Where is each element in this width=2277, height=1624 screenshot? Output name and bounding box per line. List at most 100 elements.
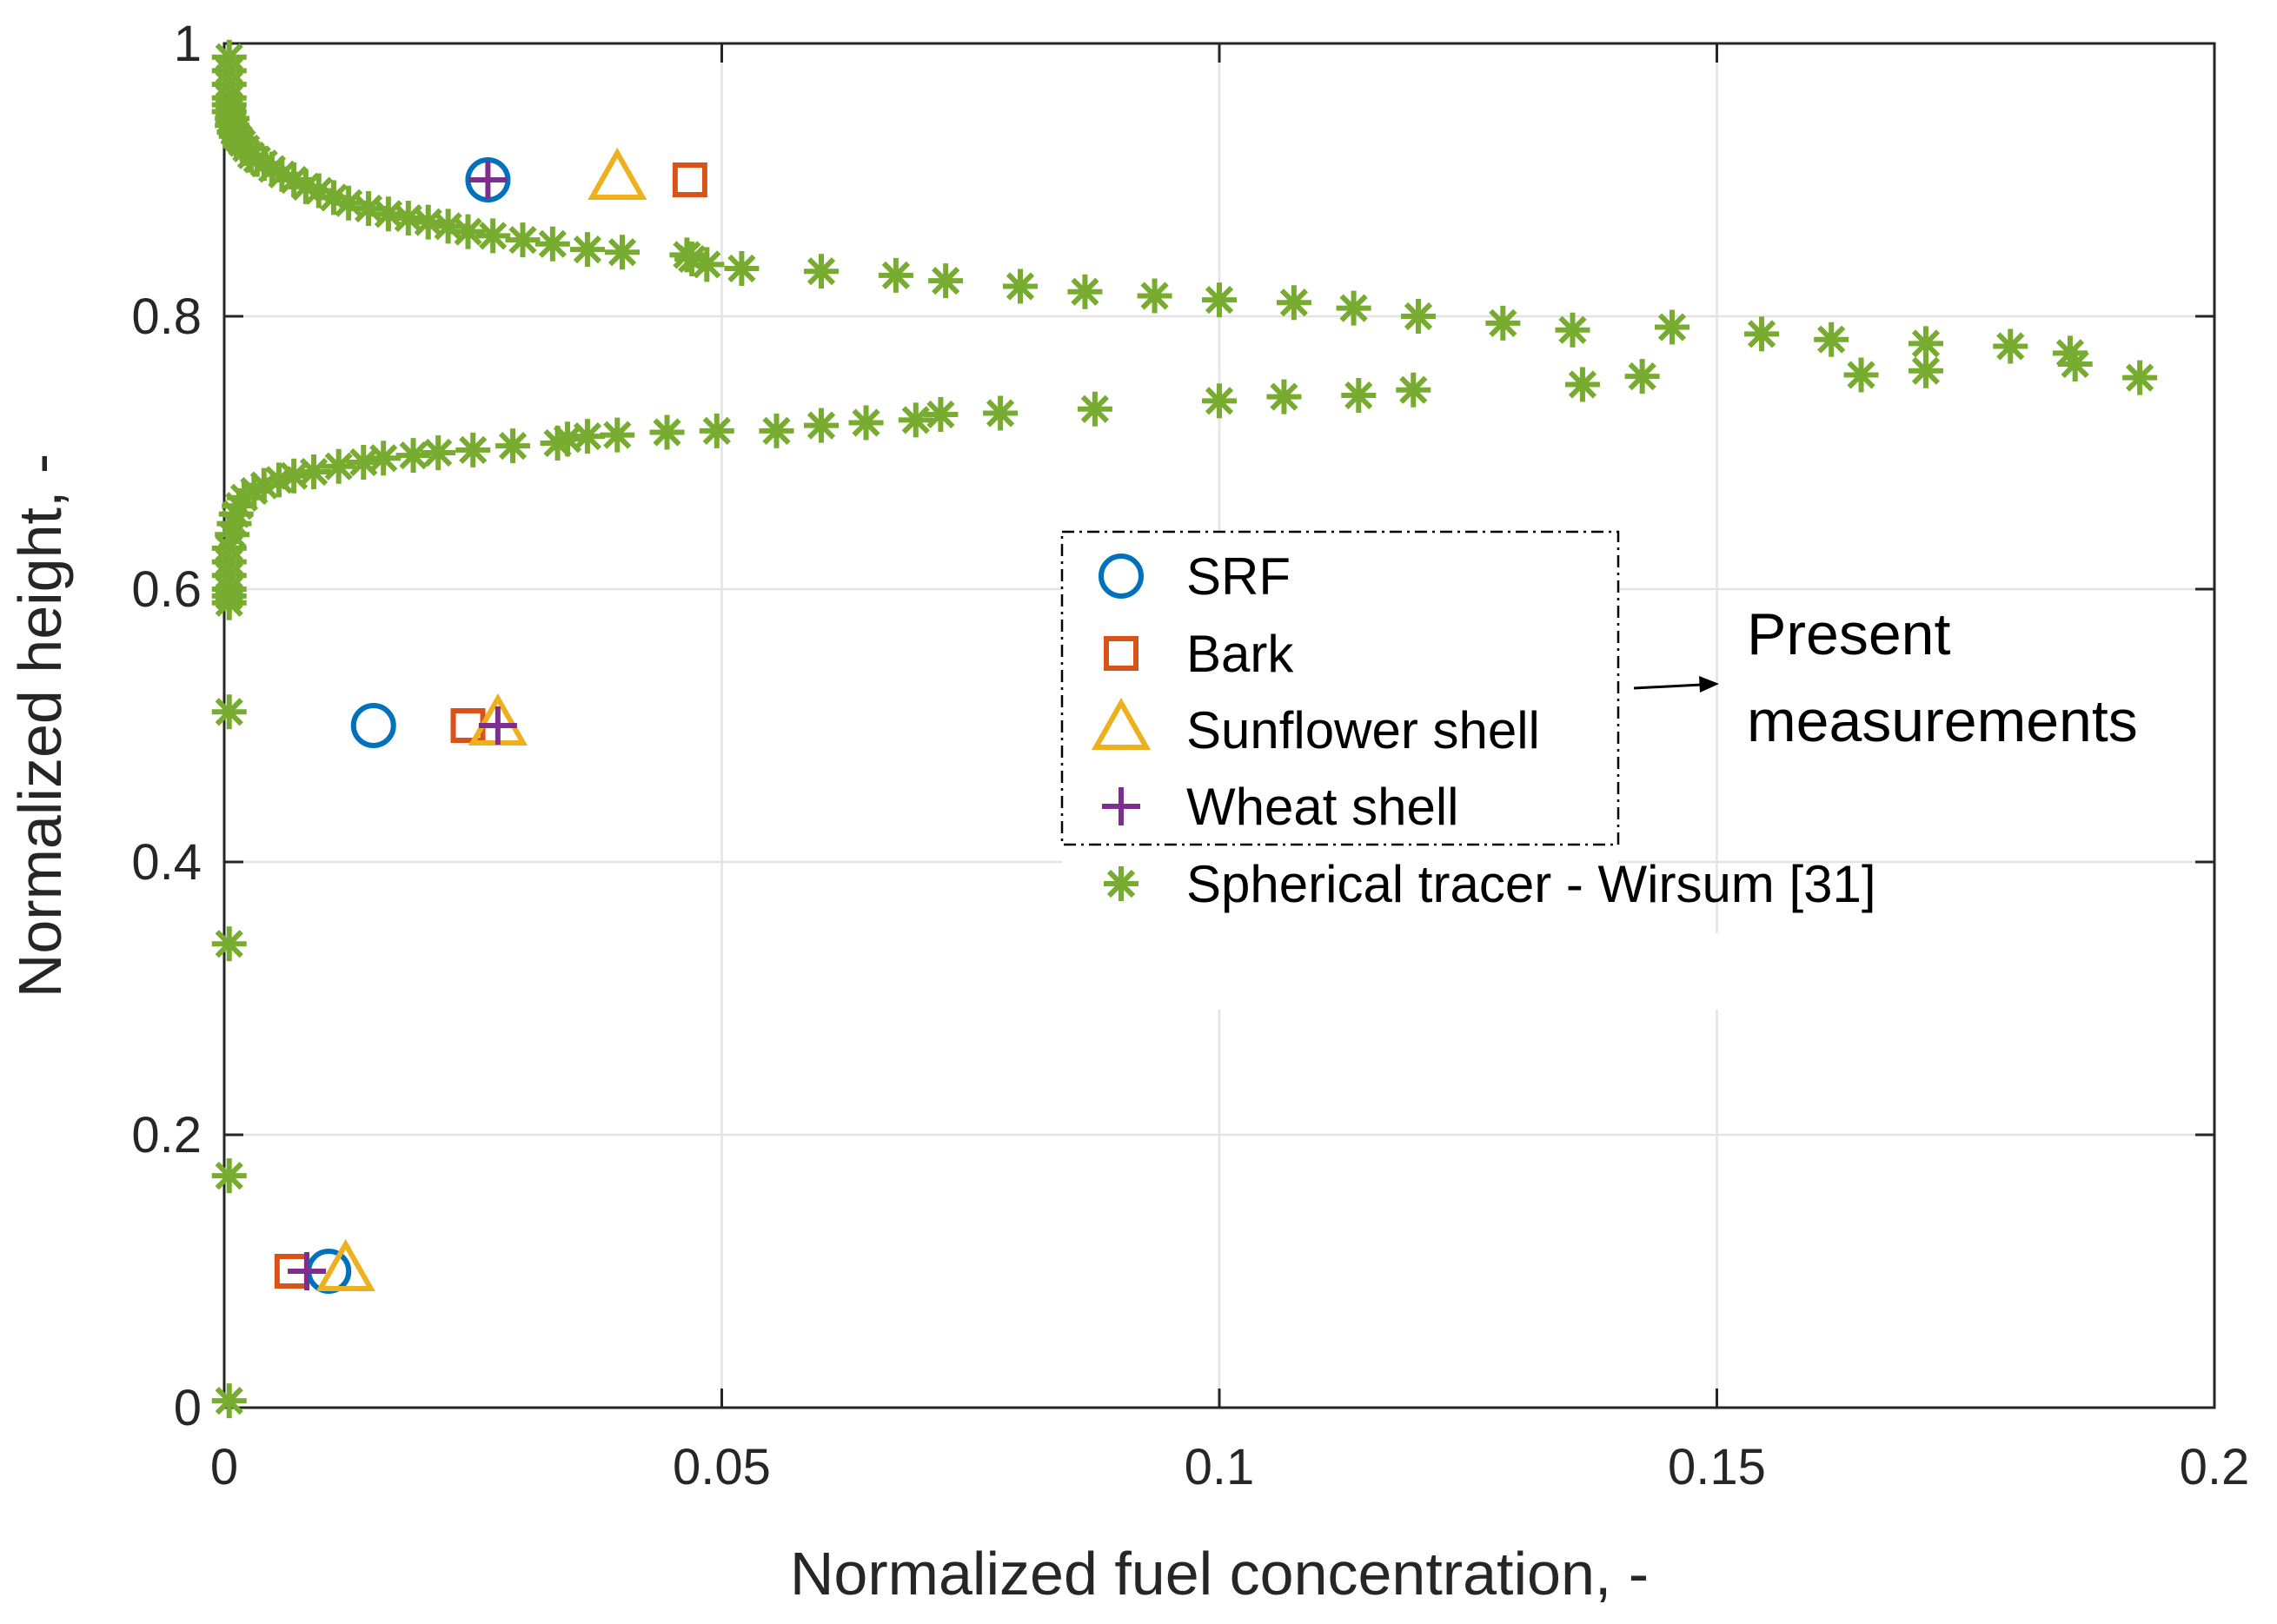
data-point — [1067, 274, 1103, 309]
data-point — [804, 408, 839, 443]
annotation-line-1: Present — [1747, 601, 1950, 667]
data-point — [848, 405, 884, 441]
legend-background — [1062, 532, 1618, 933]
legend-label: Sunflower shell — [1186, 701, 1540, 759]
data-points — [211, 39, 2158, 1419]
data-point — [878, 257, 913, 293]
data-point — [649, 414, 685, 450]
series-plus — [288, 161, 517, 1290]
data-point — [1908, 353, 1943, 388]
y-axis-title: Normalized height, - — [6, 454, 74, 998]
data-point — [588, 147, 647, 200]
data-point — [1202, 282, 1237, 318]
data-point — [1485, 305, 1521, 341]
data-point — [928, 263, 964, 299]
data-point — [465, 157, 511, 202]
data-point — [1003, 268, 1038, 304]
data-point — [450, 214, 486, 249]
data-point — [923, 397, 959, 433]
data-point — [1341, 378, 1377, 414]
legend-marker — [1099, 553, 1144, 599]
data-point — [759, 413, 794, 448]
data-point — [1564, 367, 1600, 402]
legend-marker — [1104, 636, 1138, 671]
data-point — [475, 218, 511, 254]
legend-label: SRF — [1186, 547, 1291, 606]
data-point — [1336, 290, 1371, 326]
legend-present-box — [1060, 530, 1620, 846]
legend-item: Sunflower shell — [1091, 697, 1540, 759]
data-point — [211, 1158, 247, 1194]
data-point — [315, 1238, 375, 1291]
legend-label: Wheat shell — [1186, 778, 1458, 836]
data-point — [1202, 383, 1237, 419]
data-point — [1396, 372, 1431, 408]
data-point — [534, 226, 570, 262]
data-point — [1401, 299, 1436, 334]
legend-item: Wheat shell — [1102, 778, 1458, 836]
x-tick-label: 0.05 — [673, 1439, 771, 1495]
x-tick-label: 0.1 — [1185, 1439, 1255, 1495]
y-tick-label: 0.2 — [131, 1107, 202, 1163]
legend-item: Spherical tracer - Wirsum [31] — [1104, 855, 1876, 913]
data-point — [1744, 316, 1780, 352]
data-point — [211, 926, 247, 962]
data-point — [321, 448, 356, 484]
data-point — [211, 694, 247, 730]
legend: SRF Bark Sunflower shell Wheat shell Spheric… — [1060, 530, 1992, 1010]
data-point — [1993, 328, 2028, 364]
data-point — [296, 454, 332, 489]
data-point — [898, 402, 933, 438]
data-point — [395, 438, 431, 474]
data-point — [478, 706, 517, 745]
annotation-arrow-head — [1699, 676, 1719, 693]
data-point — [1266, 379, 1302, 414]
data-point — [350, 703, 396, 748]
annotation: Present measurements — [1633, 591, 2199, 765]
tick-labels: 0 0.05 0.1 0.15 0.2 0 0.2 0.4 0.6 0.8 1 — [131, 16, 2249, 1495]
data-point — [366, 441, 402, 476]
y-tick-label: 0.6 — [131, 561, 202, 618]
data-point — [689, 247, 725, 282]
annotation-arrow-line — [1633, 683, 1703, 690]
y-tick-label: 1 — [174, 16, 202, 72]
x-axis-title: Normalized fuel concentration, - — [790, 1540, 1649, 1607]
legend-label: Spherical tracer - Wirsum [31] — [1186, 855, 1876, 913]
x-tick-label: 0 — [210, 1439, 238, 1495]
data-point — [246, 467, 282, 503]
data-point — [1843, 357, 1879, 393]
data-point — [672, 162, 707, 197]
data-point — [1814, 321, 1849, 357]
data-point — [276, 458, 312, 494]
legend-item: SRF — [1099, 547, 1291, 606]
data-point — [288, 1252, 327, 1290]
data-point — [1276, 285, 1311, 321]
data-point — [569, 232, 605, 268]
series-asterisk — [211, 39, 2158, 1419]
legend-label: Bark — [1186, 625, 1294, 683]
data-point — [983, 395, 1019, 431]
y-tick-label: 0.4 — [131, 834, 202, 891]
data-point — [211, 578, 247, 613]
data-point — [1624, 359, 1660, 394]
legend-marker — [1104, 866, 1138, 901]
data-point — [2122, 360, 2158, 395]
data-point — [505, 222, 541, 258]
data-point — [1555, 312, 1590, 348]
data-point — [699, 413, 734, 448]
data-point — [468, 161, 508, 199]
data-point — [605, 235, 640, 270]
y-tick-label: 0.8 — [131, 288, 202, 345]
x-tick-label: 0.2 — [2180, 1439, 2250, 1495]
data-point — [2057, 346, 2093, 381]
data-point — [1077, 391, 1112, 427]
data-point — [1137, 278, 1172, 314]
data-point — [569, 419, 605, 454]
annotation-background — [1729, 591, 2199, 765]
data-point — [724, 251, 760, 287]
legend-marker — [1091, 697, 1152, 750]
data-point — [421, 435, 456, 470]
data-point — [455, 432, 491, 467]
legend-item: Bark — [1104, 625, 1294, 683]
